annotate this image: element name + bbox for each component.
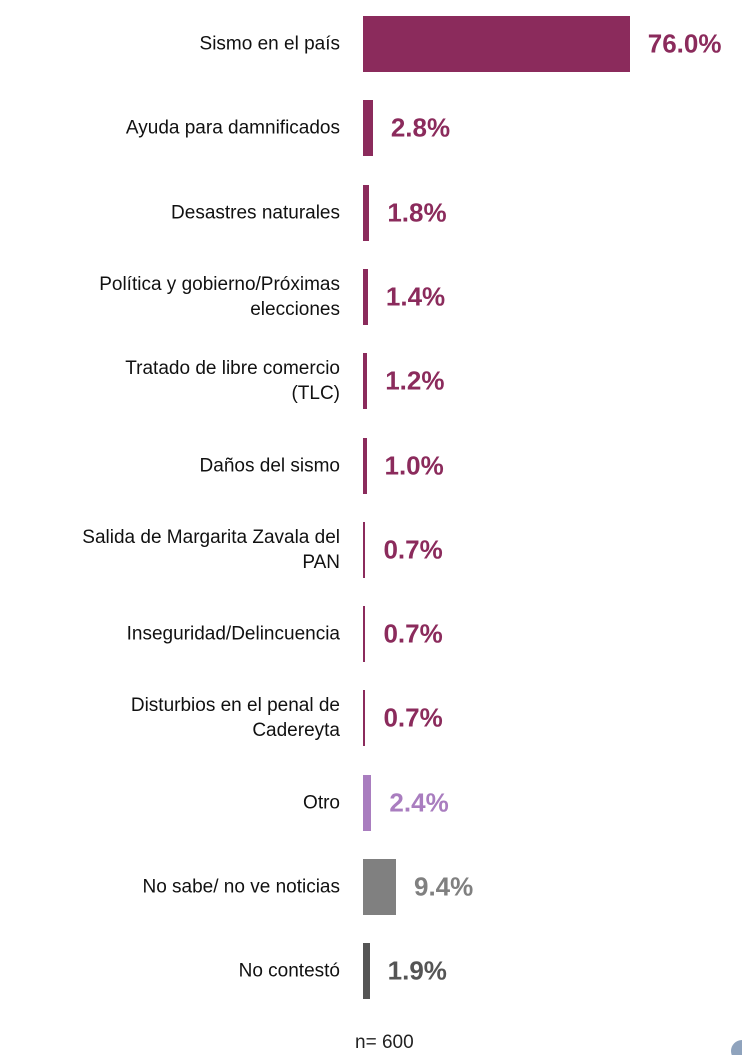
category-label: Daños del sismo	[199, 455, 340, 476]
category-label: Sismo en el país	[199, 33, 340, 55]
decoration	[731, 1040, 742, 1055]
value-label: 1.8%	[387, 197, 447, 228]
value-label: 0.7%	[383, 702, 443, 733]
bar	[363, 100, 373, 157]
sample-note: n= 600	[355, 1032, 414, 1053]
bar	[363, 353, 368, 410]
value-label: 9.4%	[413, 871, 474, 902]
bar	[363, 606, 366, 663]
bar	[363, 521, 366, 578]
bar	[363, 16, 630, 72]
value-label: 2.8%	[390, 112, 451, 143]
value-label: 1.4%	[385, 281, 446, 312]
category-label: Política y gobierno/Próximas elecciones	[99, 273, 340, 320]
value-label: 1.9%	[387, 955, 447, 986]
value-label: 1.2%	[385, 365, 445, 396]
category-label: Inseguridad/Delincuencia	[126, 623, 340, 645]
value-label: 76.0%	[647, 28, 722, 59]
category-label: Desastres naturales	[171, 202, 340, 224]
category-label: Disturbios en el penal de Cadereyta	[130, 695, 340, 742]
category-label: No contestó	[238, 960, 340, 982]
category-label: Tratado de libre comercio (TLC)	[125, 358, 340, 405]
bar	[363, 268, 368, 325]
bar	[363, 184, 370, 241]
value-label: 2.4%	[389, 787, 449, 818]
category-label: Ayuda para damnificados	[125, 117, 340, 139]
category-label: Salida de Margarita Zavala del PAN	[82, 526, 340, 573]
value-label: 1.0%	[384, 450, 444, 480]
bar	[363, 859, 396, 915]
value-label: 0.7%	[383, 618, 443, 649]
category-label: No sabe/ no ve noticias	[142, 876, 340, 898]
category-label: Otro	[303, 792, 340, 814]
bar	[363, 690, 366, 747]
bar	[363, 774, 372, 831]
value-label: 0.7%	[383, 534, 443, 565]
bar	[363, 437, 367, 494]
bar	[363, 943, 370, 1000]
